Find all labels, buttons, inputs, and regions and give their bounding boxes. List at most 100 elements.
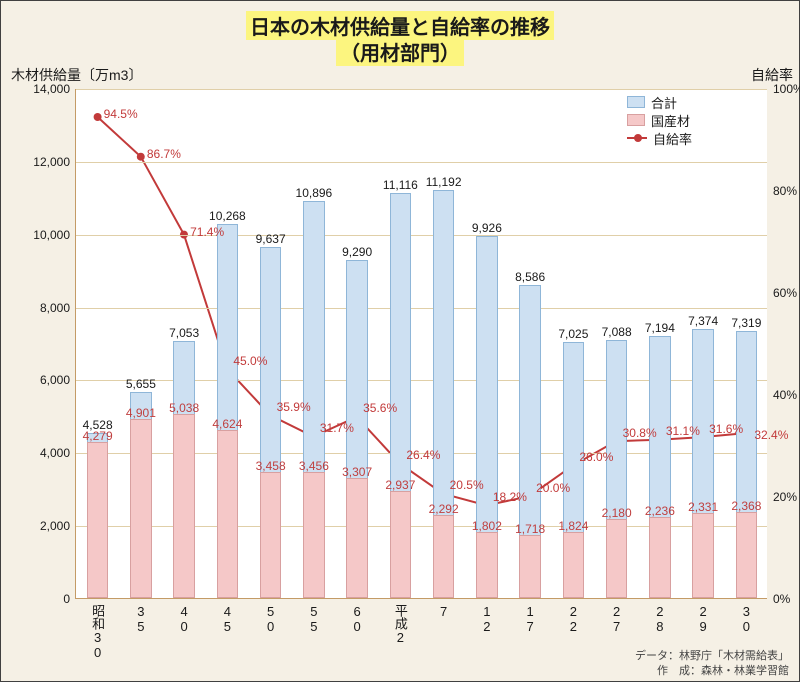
rate-point-label: 45.0% — [233, 354, 267, 368]
x-tick-label: 60 — [350, 604, 365, 634]
bar-domestic — [346, 478, 368, 598]
bar-domestic — [519, 535, 541, 598]
x-tick-label: 17 — [523, 604, 538, 634]
bar-domestic-label: 4,624 — [212, 417, 242, 431]
bar-domestic-label: 4,901 — [126, 406, 156, 420]
x-tick-label: 平成2 — [391, 604, 410, 645]
bar-total-label: 5,655 — [126, 377, 156, 391]
x-tick-label: 27 — [609, 604, 624, 634]
y-axis-left-label: 木材供給量〔万m3〕 — [11, 65, 142, 85]
rate-point-label: 32.4% — [754, 428, 788, 442]
bar-domestic — [217, 430, 239, 598]
plot-area: 合計 国産材 自給率 02,0004,0006,0008,00010,00012… — [75, 89, 767, 599]
bar-total-label: 11,192 — [426, 175, 462, 189]
bar-total-label: 7,319 — [731, 316, 761, 330]
x-tick-label: 22 — [566, 604, 581, 634]
bar-total-label: 9,926 — [472, 221, 502, 235]
y-left-tick: 8,000 — [40, 301, 70, 315]
rate-point-label: 31.7% — [320, 421, 354, 435]
x-tick-label: 29 — [696, 604, 711, 634]
bar-domestic-label: 2,368 — [731, 499, 761, 513]
bar-total-label: 8,586 — [515, 270, 545, 284]
rate-point-label: 35.6% — [363, 401, 397, 415]
bar-domestic-label: 3,307 — [342, 465, 372, 479]
bar-total-label: 10,896 — [296, 186, 333, 200]
bar-domestic-label: 2,331 — [688, 500, 718, 514]
y-right-tick: 80% — [773, 184, 797, 198]
y-left-tick: 6,000 — [40, 373, 70, 387]
y-left-tick: 4,000 — [40, 446, 70, 460]
bar-domestic — [606, 519, 628, 598]
chart-container: 日本の木材供給量と自給率の推移 （用材部門） 木材供給量〔万m3〕 自給率 合計… — [0, 0, 800, 682]
credit-author: 作 成：森林・林業学習館 — [657, 662, 789, 678]
bar-domestic-label: 2,937 — [385, 478, 415, 492]
rate-point-label: 26.4% — [406, 448, 440, 462]
legend-label-domestic: 国産材 — [651, 111, 690, 130]
bar-domestic-label: 1,718 — [515, 522, 545, 536]
legend-line-rate — [627, 137, 647, 139]
legend-swatch-total — [627, 96, 645, 108]
bar-domestic-label: 5,038 — [169, 401, 199, 415]
bar-total-label: 7,374 — [688, 314, 718, 328]
bar-domestic — [303, 472, 325, 598]
rate-point-label: 31.1% — [666, 424, 700, 438]
gridline — [76, 235, 767, 236]
legend-item-domestic: 国産材 — [627, 111, 737, 129]
x-tick-label: 12 — [479, 604, 494, 634]
x-tick-label: 28 — [652, 604, 667, 634]
rate-point-label: 20.5% — [450, 478, 484, 492]
bar-domestic-label: 1,824 — [558, 519, 588, 533]
rate-point-label: 18.2% — [493, 490, 527, 504]
bar-total-label: 9,637 — [256, 232, 286, 246]
chart-title-line2: （用材部門） — [336, 37, 464, 66]
y-right-tick: 60% — [773, 286, 797, 300]
x-tick-label: 昭和30 — [88, 604, 107, 660]
bar-total-label: 11,116 — [383, 178, 418, 192]
bar-domestic — [692, 513, 714, 598]
rate-point-label: 20.0% — [536, 481, 570, 495]
y-right-tick: 100% — [773, 82, 800, 96]
bar-domestic-label: 4,279 — [83, 429, 113, 443]
bar-domestic — [476, 532, 498, 598]
y-right-tick: 0% — [773, 592, 790, 606]
bar-domestic-label: 1,802 — [472, 519, 502, 533]
y-left-tick: 12,000 — [33, 155, 70, 169]
rate-point-label: 26.0% — [579, 450, 613, 464]
rate-point-label: 30.8% — [623, 426, 657, 440]
gridline — [76, 162, 767, 163]
bar-domestic — [173, 414, 195, 598]
rate-point-label: 94.5% — [104, 107, 138, 121]
bar-domestic — [130, 419, 152, 598]
rate-point-label: 31.6% — [709, 422, 743, 436]
legend: 合計 国産材 自給率 — [627, 93, 737, 147]
rate-point-label: 35.9% — [277, 400, 311, 414]
bar-total-label: 9,290 — [342, 245, 372, 259]
bar-domestic-label: 2,236 — [645, 504, 675, 518]
gridline — [76, 89, 767, 90]
bar-total-label: 7,053 — [169, 326, 199, 340]
x-tick-label: 45 — [220, 604, 235, 634]
y-left-tick: 14,000 — [33, 82, 70, 96]
legend-label-total: 合計 — [651, 93, 677, 112]
bar-domestic — [649, 517, 671, 598]
legend-item-total: 合計 — [627, 93, 737, 111]
bar-total-label: 7,194 — [645, 321, 675, 335]
rate-point-label: 86.7% — [147, 147, 181, 161]
x-tick-label: 55 — [306, 604, 321, 634]
y-left-tick: 10,000 — [33, 228, 70, 242]
x-tick-label: 50 — [263, 604, 278, 634]
bar-domestic — [260, 472, 282, 598]
y-left-tick: 2,000 — [40, 519, 70, 533]
credit-data-source: データ：林野庁「木材需給表」 — [635, 647, 789, 663]
bar-domestic-label: 2,292 — [429, 502, 459, 516]
chart-title-line1: 日本の木材供給量と自給率の推移 — [246, 11, 554, 40]
x-tick-label: 30 — [739, 604, 754, 634]
x-tick-label: 35 — [133, 604, 148, 634]
bar-domestic-label: 3,458 — [256, 459, 286, 473]
rate-point-label: 71.4% — [190, 225, 224, 239]
bar-domestic — [87, 442, 109, 598]
x-tick-label: 7 — [436, 604, 451, 619]
bar-domestic — [390, 491, 412, 598]
legend-item-rate: 自給率 — [627, 129, 737, 147]
bar-domestic — [563, 532, 585, 598]
